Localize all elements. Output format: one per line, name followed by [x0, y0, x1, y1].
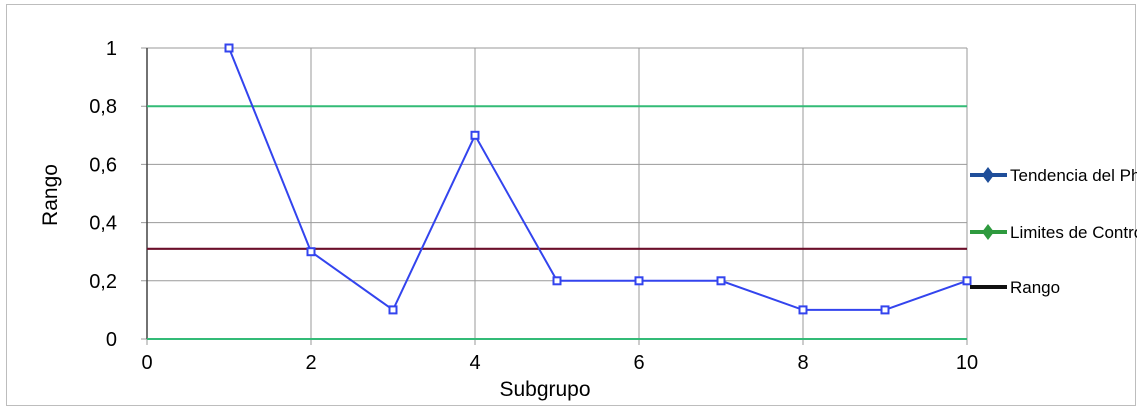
reference-lines [147, 105, 967, 340]
data-point-7 [716, 276, 726, 286]
legend-item-1: Tendencia del Ph [970, 166, 1137, 185]
y-axis-title: Rango [39, 164, 62, 226]
x-tick-label: 10 [956, 352, 978, 374]
legend-label: Limites de Control [1010, 223, 1137, 242]
control-chart: 0 2 4 6 8 10 0 0,2 0,4 0,6 0,8 1 Subgrupo Rango Ten… [39, 38, 1137, 401]
series-tendencia [224, 43, 972, 315]
data-point-8 [798, 305, 808, 315]
data-point-4 [470, 130, 480, 140]
x-tick-label: 6 [633, 352, 644, 374]
y-tick-label: 0,4 [89, 213, 117, 235]
y-tick-label: 0,6 [89, 154, 117, 176]
legend-item-3: Rango [970, 278, 1060, 297]
data-point-2 [306, 247, 316, 257]
x-tick-label: 0 [141, 352, 152, 374]
legend-marker [982, 224, 994, 240]
y-tick-label: 0,2 [89, 271, 117, 293]
x-tick-label: 4 [469, 352, 480, 374]
data-point-5 [552, 276, 562, 286]
legend-label: Rango [1010, 278, 1060, 297]
legend-item-2: Limites de Control [970, 223, 1137, 242]
data-point-10 [962, 276, 972, 286]
legend-label: Tendencia del Ph [1010, 166, 1137, 185]
tick-labels: 0 2 4 6 8 10 0 0,2 0,4 0,6 0,8 1 [89, 38, 978, 374]
x-tick-label: 2 [305, 352, 316, 374]
data-point-1 [224, 43, 234, 53]
chart-frame: 0 2 4 6 8 10 0 0,2 0,4 0,6 0,8 1 Subgrupo Rango Ten… [6, 4, 1137, 406]
data-point-3 [388, 305, 398, 315]
data-point-6 [634, 276, 644, 286]
y-tick-label: 0,8 [89, 96, 117, 118]
data-point-9 [880, 305, 890, 315]
legend-marker [982, 167, 994, 183]
legend: Tendencia del Ph Limites de Control Rango [970, 166, 1137, 297]
y-tick-label: 1 [106, 38, 117, 60]
x-axis-title: Subgrupo [499, 378, 590, 401]
y-tick-label: 0 [106, 329, 117, 351]
grid [141, 47, 968, 345]
x-tick-label: 8 [797, 352, 808, 374]
axes [146, 48, 967, 340]
tendencia-line [228, 47, 968, 312]
